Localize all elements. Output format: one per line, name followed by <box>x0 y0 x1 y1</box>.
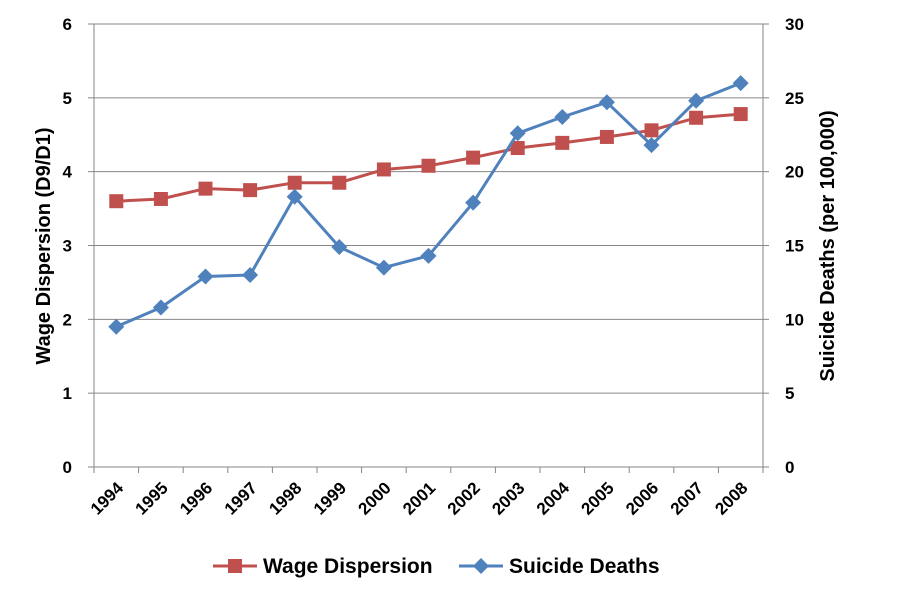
data-point-wage-dispersion <box>332 175 347 190</box>
data-point-suicide-deaths <box>375 259 392 276</box>
right-tick-label: 5 <box>785 384 794 403</box>
data-point-suicide-deaths <box>286 188 303 205</box>
data-point-wage-dispersion <box>466 150 481 165</box>
right-tick-label: 20 <box>785 163 804 182</box>
data-point-suicide-deaths <box>331 238 348 255</box>
data-point-wage-dispersion <box>109 194 124 209</box>
data-point-suicide-deaths <box>598 94 615 111</box>
x-tick-labels: 1994 1995 1996 1997 1998 1999 2000 2001 2002 2003… <box>87 467 764 519</box>
x-tick-label: 2001 <box>399 478 439 518</box>
data-point-suicide-deaths <box>688 92 705 109</box>
right-tick-label: 10 <box>785 310 804 329</box>
x-tick-label: 2004 <box>533 478 574 519</box>
series-wage-dispersion <box>109 107 748 209</box>
legend-marker-suicide-deaths <box>473 558 489 574</box>
legend-label-wage-dispersion: Wage Dispersion <box>263 555 433 578</box>
data-point-suicide-deaths <box>197 268 214 285</box>
left-tick-label: 1 <box>63 384 72 403</box>
data-point-wage-dispersion <box>689 110 704 125</box>
data-point-suicide-deaths <box>465 194 482 211</box>
x-tick-label: 2002 <box>444 478 484 518</box>
right-tick-label: 0 <box>785 458 794 477</box>
data-point-wage-dispersion <box>510 141 525 156</box>
gridlines <box>94 23 763 394</box>
x-tick-label: 1995 <box>132 478 172 518</box>
x-tick-label: 1998 <box>265 478 305 518</box>
data-point-wage-dispersion <box>733 107 748 122</box>
x-tick-label: 2007 <box>667 478 707 518</box>
series-layer <box>108 75 749 335</box>
data-point-suicide-deaths <box>509 125 526 142</box>
data-point-suicide-deaths <box>108 318 125 335</box>
x-tick-label: 2008 <box>711 478 751 518</box>
y-axis-title-right: Suicide Deaths (per 100,000) <box>817 110 839 381</box>
left-tick-label: 2 <box>63 310 72 329</box>
left-tick-labels: 0 1 2 3 4 5 6 <box>63 15 94 477</box>
right-tick-label: 30 <box>785 15 804 34</box>
data-point-suicide-deaths <box>242 267 259 284</box>
left-tick-label: 0 <box>63 458 72 477</box>
x-tick-label: 1994 <box>87 478 128 519</box>
x-tick-label: 2006 <box>622 478 662 518</box>
data-point-wage-dispersion <box>421 158 436 173</box>
right-tick-label: 25 <box>785 89 804 108</box>
data-point-wage-dispersion <box>599 129 614 144</box>
left-tick-label: 6 <box>63 15 72 34</box>
left-tick-label: 4 <box>63 163 73 182</box>
legend-label-suicide-deaths: Suicide Deaths <box>509 555 660 578</box>
x-tick-label: 1999 <box>310 478 350 518</box>
series-suicide-deaths <box>108 75 749 335</box>
data-point-suicide-deaths <box>732 75 749 92</box>
x-tick-label: 2003 <box>488 478 528 518</box>
legend-marker-wage-dispersion <box>228 559 242 573</box>
data-point-wage-dispersion <box>376 162 391 177</box>
data-point-wage-dispersion <box>555 135 570 150</box>
data-point-suicide-deaths <box>152 299 169 316</box>
x-tick-label: 1997 <box>221 478 261 518</box>
data-point-wage-dispersion <box>287 175 302 190</box>
data-point-suicide-deaths <box>420 247 437 264</box>
data-point-suicide-deaths <box>554 109 571 126</box>
right-tick-labels: 0 5 10 15 20 25 30 <box>763 15 804 477</box>
data-point-wage-dispersion <box>644 123 659 138</box>
legend: Wage Dispersion Suicide Deaths <box>213 555 660 578</box>
series-line-suicide-deaths <box>115 81 742 329</box>
x-tick-label: 1996 <box>176 478 216 518</box>
data-point-wage-dispersion <box>198 181 213 196</box>
x-tick-label: 2005 <box>578 478 618 518</box>
y-axis-title-left: Wage Dispersion (D9/D1) <box>33 127 55 364</box>
right-tick-label: 15 <box>785 237 804 256</box>
legend-item-suicide-deaths: Suicide Deaths <box>459 555 660 578</box>
data-point-wage-dispersion <box>153 191 168 206</box>
x-tick-label: 2000 <box>355 478 395 518</box>
left-tick-label: 5 <box>63 89 72 108</box>
legend-item-wage-dispersion: Wage Dispersion <box>213 555 433 578</box>
data-point-wage-dispersion <box>243 183 258 198</box>
data-point-suicide-deaths <box>643 137 660 154</box>
left-tick-label: 3 <box>63 237 72 256</box>
